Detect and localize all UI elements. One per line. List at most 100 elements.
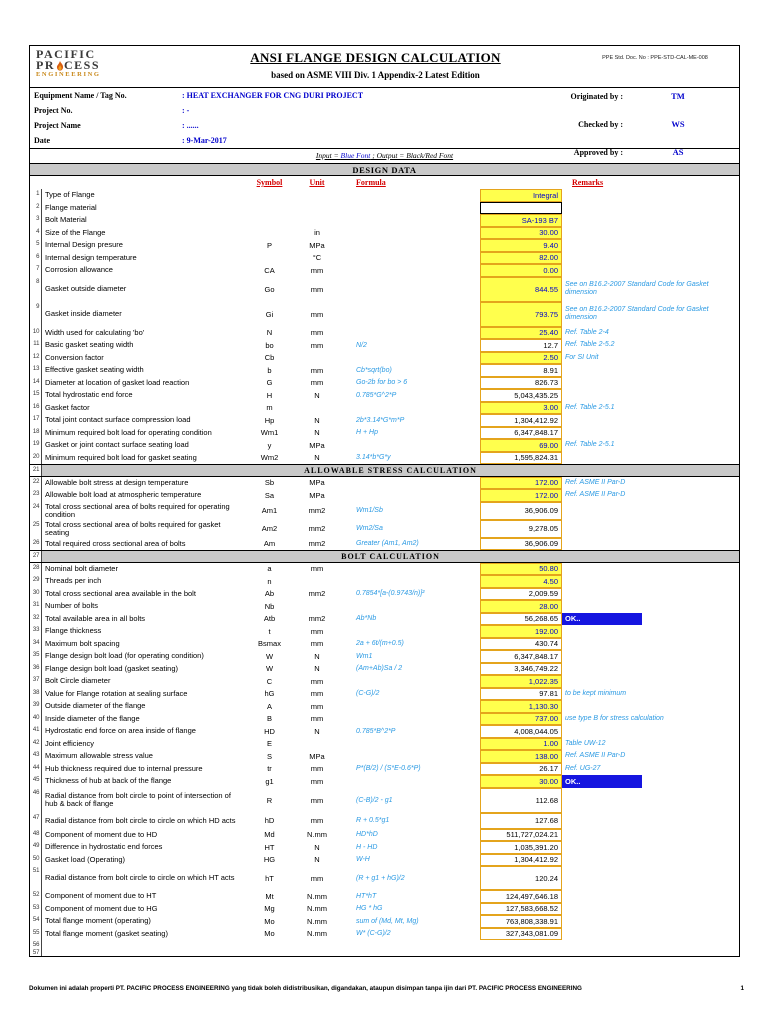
value-cell[interactable]: 2.50 [480,351,562,364]
row-number: 17 [30,414,42,427]
page-footer: Dokumen ini adalah properti PT. PACIFIC … [29,985,744,992]
value-cell[interactable]: 36,906.09 [480,501,562,520]
unit-cell: mm [310,816,324,825]
formula-cell [342,775,480,788]
row-number: 19 [30,439,42,452]
value-cell[interactable]: 9,278.05 [480,519,562,538]
value-cell[interactable]: 120.24 [480,866,562,890]
value-cell[interactable]: 6,347,848.17 [480,426,562,439]
value-cell[interactable]: 127,583,668.52 [480,902,562,915]
row-number: 54 [30,915,42,928]
row-number: 8 [30,276,42,302]
value-cell[interactable]: SA-193 B7 [480,214,562,227]
row-label: Gasket outside diameter [45,284,127,293]
value-cell[interactable]: 124,497,646.18 [480,890,562,903]
row-number: 32 [30,612,42,625]
value-cell[interactable]: Integral [480,189,562,202]
symbol-cell: C [266,676,273,686]
value-cell[interactable]: 763,808,338.91 [480,915,562,928]
table-row: 33 Flange thickness t mm 192.00 [30,625,739,638]
formula-cell: (C-B)/2 - g1 [356,796,393,804]
unit-cell [292,214,342,227]
value-cell[interactable]: 2,009.59 [480,587,562,600]
value-cell[interactable]: 112.68 [480,787,562,813]
symbol-cell: n [267,576,272,586]
symbol-cell: b [267,365,272,375]
value-cell[interactable]: 4,008,044.05 [480,725,562,738]
value-cell[interactable]: 1,035,391.20 [480,841,562,854]
logo-text-post: CESS [64,58,101,72]
value-cell[interactable]: 1,022.35 [480,675,562,688]
symbol-cell: W [265,651,274,661]
table-row: 47 Radial distance from bolt circle to ci… [30,812,739,829]
value-cell[interactable]: 12.7 [480,339,562,352]
value-cell[interactable]: 1,130.30 [480,700,562,713]
unit-cell: MPa [309,478,325,488]
value-cell[interactable]: 1,595,824.31 [480,451,562,464]
value-cell[interactable]: 9.40 [480,239,562,252]
value-cell[interactable]: 30.00 [480,226,562,239]
value-cell[interactable]: 793.75 [480,301,562,327]
value-cell[interactable]: 25.40 [480,326,562,339]
value-cell[interactable]: 3.00 [480,401,562,414]
value-cell[interactable]: 56,268.65 [480,612,562,625]
row-label: Radial distance from bolt circle to circ… [45,815,236,825]
row-label: Inside diameter of the flange [45,713,140,723]
row-number: 24 [30,501,42,520]
row-label: Diameter at location of gasket load reac… [45,377,190,387]
value-cell[interactable]: 6,347,848.17 [480,650,562,663]
unit-cell [292,402,342,415]
value-cell[interactable]: 172.00 [480,489,562,502]
selected-cell[interactable] [480,201,562,214]
remark-cell: See on B16.2-2007 Standard Code for Gask… [565,281,709,296]
value-cell[interactable]: 5,043,435.25 [480,389,562,402]
legend-suffix: ; Output = Black/Red Font [370,151,454,160]
formula-cell: sum of (Md, Mt, Mg) [356,917,419,925]
table-row: 43 Maximum allowable stress value S MPa 138.… [30,750,739,763]
formula-cell [342,439,480,452]
value-cell[interactable]: 3,346,749.22 [480,662,562,675]
ok-status-badge: OK.. [562,775,642,788]
formula-cell [342,252,480,265]
formula-cell [342,302,480,327]
value-cell[interactable]: 1,304,412.92 [480,414,562,427]
value-cell[interactable]: 69.00 [480,439,562,452]
value-cell[interactable]: 192.00 [480,625,562,638]
value-cell[interactable]: 26.17 [480,762,562,775]
info-row-equipment: Equipment Name / Tag No. : HEAT EXCHANGE… [30,88,739,103]
symbol-cell: hG [264,689,275,699]
value-cell[interactable]: 28.00 [480,600,562,613]
value-cell[interactable]: 50.80 [480,562,562,575]
value-cell[interactable]: 511,727,024.21 [480,828,562,841]
value-cell[interactable]: 8.91 [480,364,562,377]
value-cell[interactable]: 1,304,412.92 [480,853,562,866]
value-cell[interactable]: 172.00 [480,476,562,489]
symbol-cell: Wm1 [260,428,279,438]
value-cell[interactable]: 36,906.09 [480,537,562,550]
formula-cell: Wm1/Sb [356,507,383,514]
symbol-cell: A [266,701,272,711]
formula-cell: HD*hD [356,831,378,839]
value-cell[interactable]: 4.50 [480,575,562,588]
value-cell[interactable]: 0.00 [480,264,562,277]
value-cell[interactable]: 327,343,081.09 [480,927,562,940]
value-cell[interactable]: 30.00 [480,775,562,788]
value-cell[interactable]: 127.68 [480,812,562,829]
formula-cell: H + Hp [356,429,378,437]
value-cell[interactable]: 430.74 [480,637,562,650]
value-cell[interactable]: 1.00 [480,737,562,750]
symbol-cell [247,202,292,215]
symbol-cell: Sb [264,478,275,488]
row-number: 40 [30,712,42,725]
symbol-cell: E [266,739,272,749]
row-label: Minimum required bolt load for operating… [45,427,212,437]
value-cell[interactable]: 97.81 [480,687,562,700]
row-number: 21 [30,465,42,476]
value-cell[interactable]: 826.73 [480,376,562,389]
value-cell[interactable]: 138.00 [480,750,562,763]
value-cell[interactable]: 737.00 [480,712,562,725]
value-cell[interactable]: 844.55 [480,276,562,302]
symbol-cell: W [265,664,274,674]
value-cell[interactable]: 82.00 [480,251,562,264]
logo-text-pre: PR [36,58,55,72]
